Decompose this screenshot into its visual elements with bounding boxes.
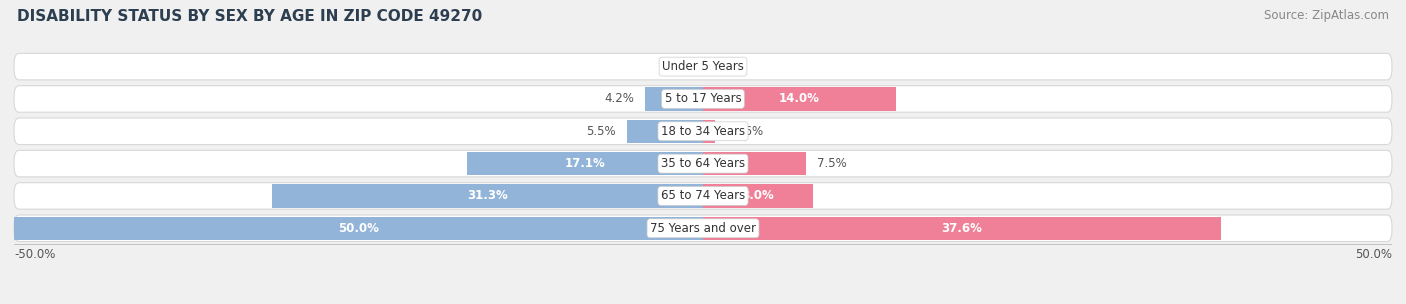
Bar	[703, 152, 807, 175]
FancyBboxPatch shape	[14, 54, 1392, 80]
Text: 5.5%: 5.5%	[586, 125, 616, 138]
Bar	[14, 217, 703, 240]
Text: 0.0%: 0.0%	[714, 60, 744, 73]
Text: 50.0%: 50.0%	[1355, 248, 1392, 261]
Text: 50.0%: 50.0%	[337, 222, 380, 235]
Bar	[703, 87, 896, 111]
Text: Under 5 Years: Under 5 Years	[662, 60, 744, 73]
FancyBboxPatch shape	[14, 183, 1392, 209]
Bar	[703, 120, 714, 143]
Text: 31.3%: 31.3%	[467, 189, 508, 202]
Text: 65 to 74 Years: 65 to 74 Years	[661, 189, 745, 202]
Text: 18 to 34 Years: 18 to 34 Years	[661, 125, 745, 138]
Text: 17.1%: 17.1%	[565, 157, 606, 170]
Text: DISABILITY STATUS BY SEX BY AGE IN ZIP CODE 49270: DISABILITY STATUS BY SEX BY AGE IN ZIP C…	[17, 9, 482, 24]
Text: 0.86%: 0.86%	[725, 125, 763, 138]
Text: 7.5%: 7.5%	[817, 157, 846, 170]
Text: 37.6%: 37.6%	[942, 222, 983, 235]
FancyBboxPatch shape	[14, 215, 1392, 241]
Text: 35 to 64 Years: 35 to 64 Years	[661, 157, 745, 170]
Bar	[467, 152, 703, 175]
Text: 0.0%: 0.0%	[662, 60, 692, 73]
Text: Source: ZipAtlas.com: Source: ZipAtlas.com	[1264, 9, 1389, 22]
Text: 8.0%: 8.0%	[742, 189, 775, 202]
Text: 75 Years and over: 75 Years and over	[650, 222, 756, 235]
Bar	[703, 184, 813, 208]
Text: -50.0%: -50.0%	[14, 248, 55, 261]
Bar	[627, 120, 703, 143]
Text: 5 to 17 Years: 5 to 17 Years	[665, 92, 741, 105]
Text: 14.0%: 14.0%	[779, 92, 820, 105]
Bar	[703, 217, 1220, 240]
Text: 4.2%: 4.2%	[605, 92, 634, 105]
FancyBboxPatch shape	[14, 118, 1392, 144]
FancyBboxPatch shape	[14, 86, 1392, 112]
Bar	[645, 87, 703, 111]
FancyBboxPatch shape	[14, 150, 1392, 177]
Bar	[271, 184, 703, 208]
